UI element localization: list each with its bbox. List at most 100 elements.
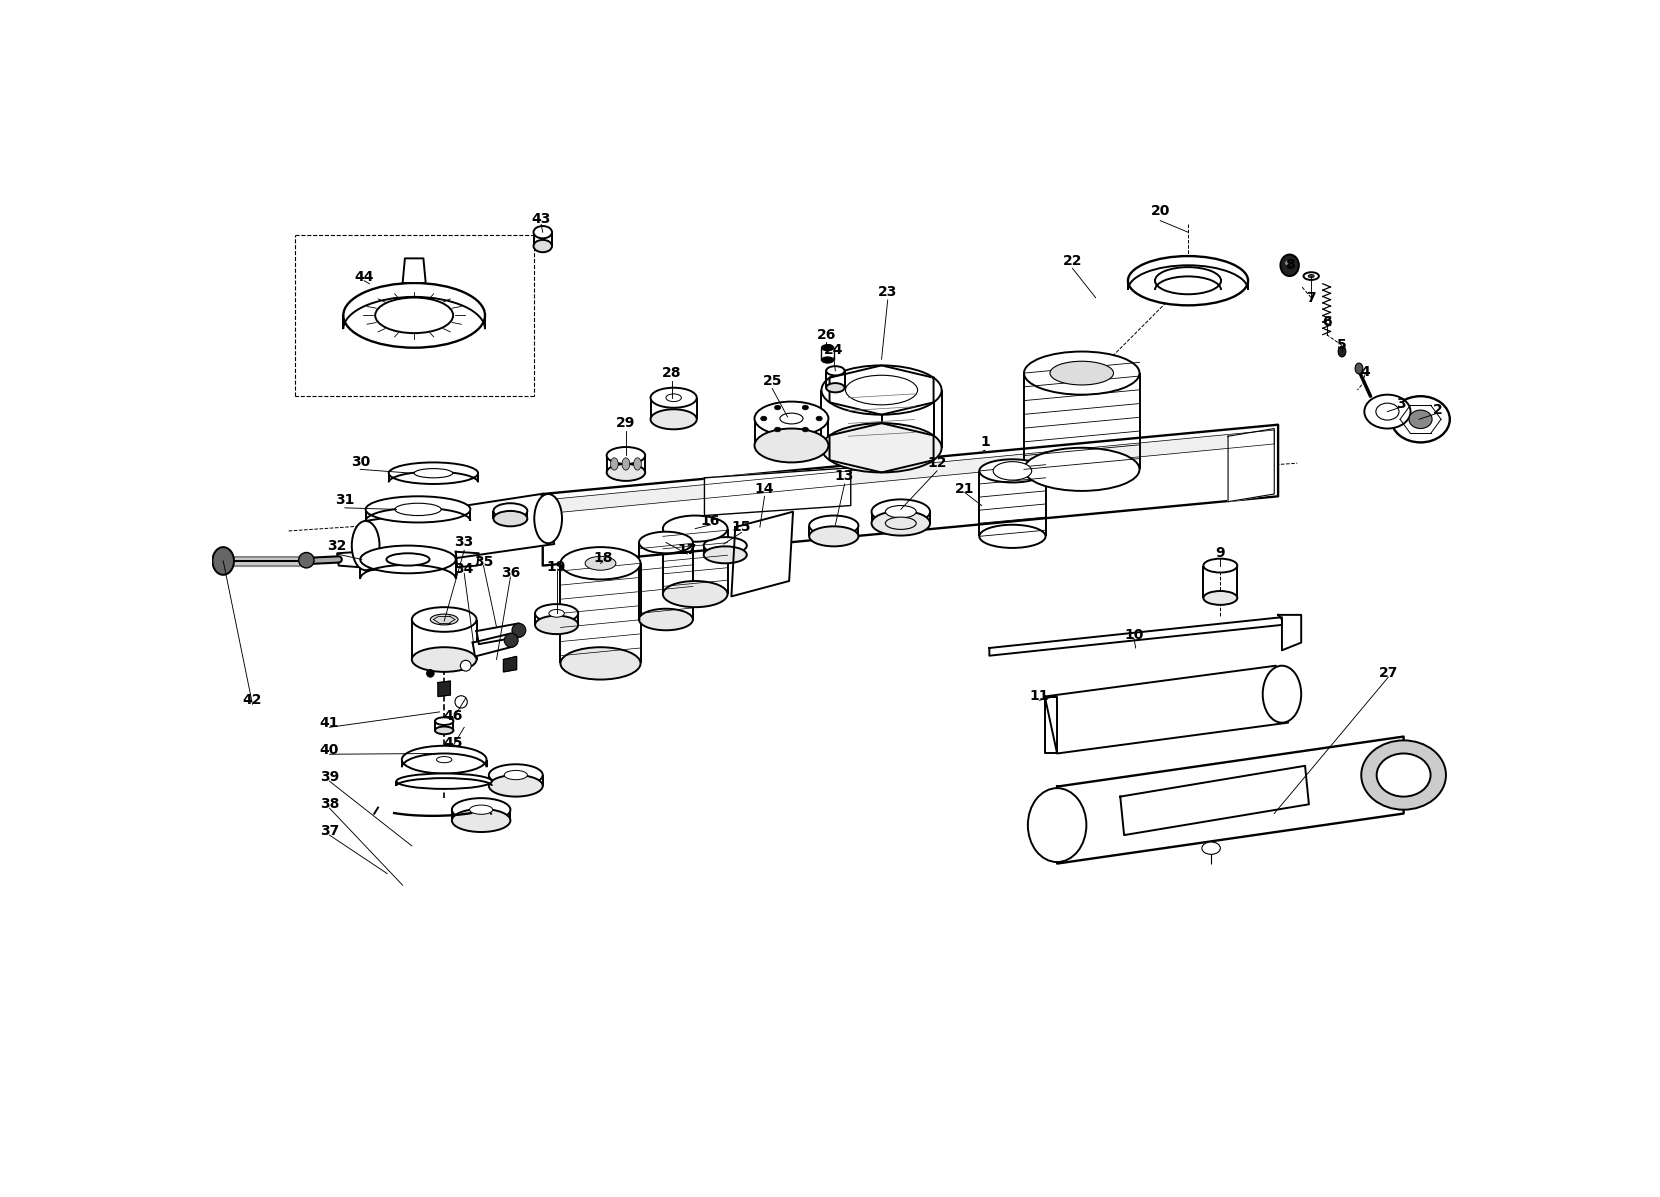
Text: 34: 34 <box>455 563 473 577</box>
Ellipse shape <box>1202 841 1220 855</box>
Polygon shape <box>543 425 1278 566</box>
Ellipse shape <box>549 609 564 618</box>
Ellipse shape <box>651 409 697 430</box>
Ellipse shape <box>395 503 442 516</box>
Text: 43: 43 <box>531 212 551 226</box>
Ellipse shape <box>1024 448 1139 491</box>
Ellipse shape <box>388 462 478 484</box>
Ellipse shape <box>822 345 833 351</box>
Ellipse shape <box>427 669 435 678</box>
Polygon shape <box>337 552 360 567</box>
Text: 17: 17 <box>677 543 697 557</box>
Ellipse shape <box>1355 363 1363 373</box>
Ellipse shape <box>802 427 808 432</box>
Ellipse shape <box>822 365 941 414</box>
Ellipse shape <box>488 764 543 785</box>
Text: 41: 41 <box>320 717 339 730</box>
Ellipse shape <box>344 282 485 347</box>
Text: 40: 40 <box>320 743 339 758</box>
Text: 29: 29 <box>616 417 636 430</box>
Ellipse shape <box>872 511 930 535</box>
Text: 33: 33 <box>455 535 473 549</box>
Text: 42: 42 <box>242 693 262 707</box>
Polygon shape <box>365 494 554 571</box>
Ellipse shape <box>634 457 641 470</box>
Ellipse shape <box>1365 395 1411 429</box>
Text: 27: 27 <box>1378 667 1398 680</box>
Ellipse shape <box>584 557 616 570</box>
Polygon shape <box>403 259 425 282</box>
Ellipse shape <box>1376 753 1431 796</box>
Text: 11: 11 <box>1029 689 1049 704</box>
Polygon shape <box>1228 429 1275 502</box>
Ellipse shape <box>760 417 767 421</box>
Polygon shape <box>551 430 1275 514</box>
Text: 15: 15 <box>732 521 752 534</box>
Ellipse shape <box>1285 261 1290 266</box>
Ellipse shape <box>455 695 468 709</box>
Ellipse shape <box>412 648 476 672</box>
Text: 5: 5 <box>1338 339 1346 352</box>
Text: 38: 38 <box>320 797 339 812</box>
Ellipse shape <box>511 624 526 637</box>
Polygon shape <box>704 468 852 516</box>
Ellipse shape <box>1376 403 1399 420</box>
Ellipse shape <box>827 383 845 393</box>
Ellipse shape <box>1308 274 1315 278</box>
Text: 24: 24 <box>823 344 843 357</box>
Text: 36: 36 <box>501 566 520 581</box>
Ellipse shape <box>808 527 858 546</box>
Polygon shape <box>503 656 516 672</box>
Ellipse shape <box>704 546 747 564</box>
Ellipse shape <box>639 531 692 553</box>
Ellipse shape <box>1391 396 1449 443</box>
Ellipse shape <box>662 516 727 542</box>
Text: 31: 31 <box>335 493 355 508</box>
Ellipse shape <box>979 524 1046 548</box>
Text: 18: 18 <box>593 551 613 565</box>
Text: 26: 26 <box>817 328 835 341</box>
Ellipse shape <box>402 746 486 773</box>
Ellipse shape <box>622 457 629 470</box>
Ellipse shape <box>872 499 930 524</box>
Ellipse shape <box>413 468 453 478</box>
Ellipse shape <box>885 517 916 529</box>
Text: 37: 37 <box>320 825 339 838</box>
Ellipse shape <box>606 446 646 464</box>
Ellipse shape <box>452 809 510 832</box>
Text: 23: 23 <box>878 285 898 299</box>
Ellipse shape <box>885 505 916 518</box>
Ellipse shape <box>360 546 456 573</box>
Text: 16: 16 <box>701 514 720 528</box>
Ellipse shape <box>817 417 822 421</box>
Text: 25: 25 <box>762 373 782 388</box>
Ellipse shape <box>352 521 380 570</box>
Ellipse shape <box>535 604 578 622</box>
Text: 39: 39 <box>320 771 339 784</box>
Ellipse shape <box>533 226 553 238</box>
Ellipse shape <box>802 406 808 409</box>
Ellipse shape <box>1127 256 1248 305</box>
Ellipse shape <box>666 394 681 401</box>
Text: 14: 14 <box>755 481 774 496</box>
Polygon shape <box>473 633 513 656</box>
Polygon shape <box>1278 615 1301 650</box>
Ellipse shape <box>299 553 314 567</box>
Ellipse shape <box>365 497 470 522</box>
Ellipse shape <box>470 806 493 814</box>
Ellipse shape <box>375 298 453 333</box>
Text: 6: 6 <box>1321 315 1331 329</box>
Ellipse shape <box>822 424 941 473</box>
Polygon shape <box>476 624 521 644</box>
Text: 7: 7 <box>1306 291 1316 305</box>
Ellipse shape <box>755 429 828 462</box>
Text: 45: 45 <box>443 736 463 749</box>
Ellipse shape <box>488 774 543 796</box>
Ellipse shape <box>535 615 578 634</box>
Text: 3: 3 <box>1396 397 1406 411</box>
Text: 1: 1 <box>981 436 991 449</box>
Ellipse shape <box>412 607 476 632</box>
Polygon shape <box>1057 736 1404 863</box>
Polygon shape <box>438 681 450 697</box>
Ellipse shape <box>979 460 1046 482</box>
